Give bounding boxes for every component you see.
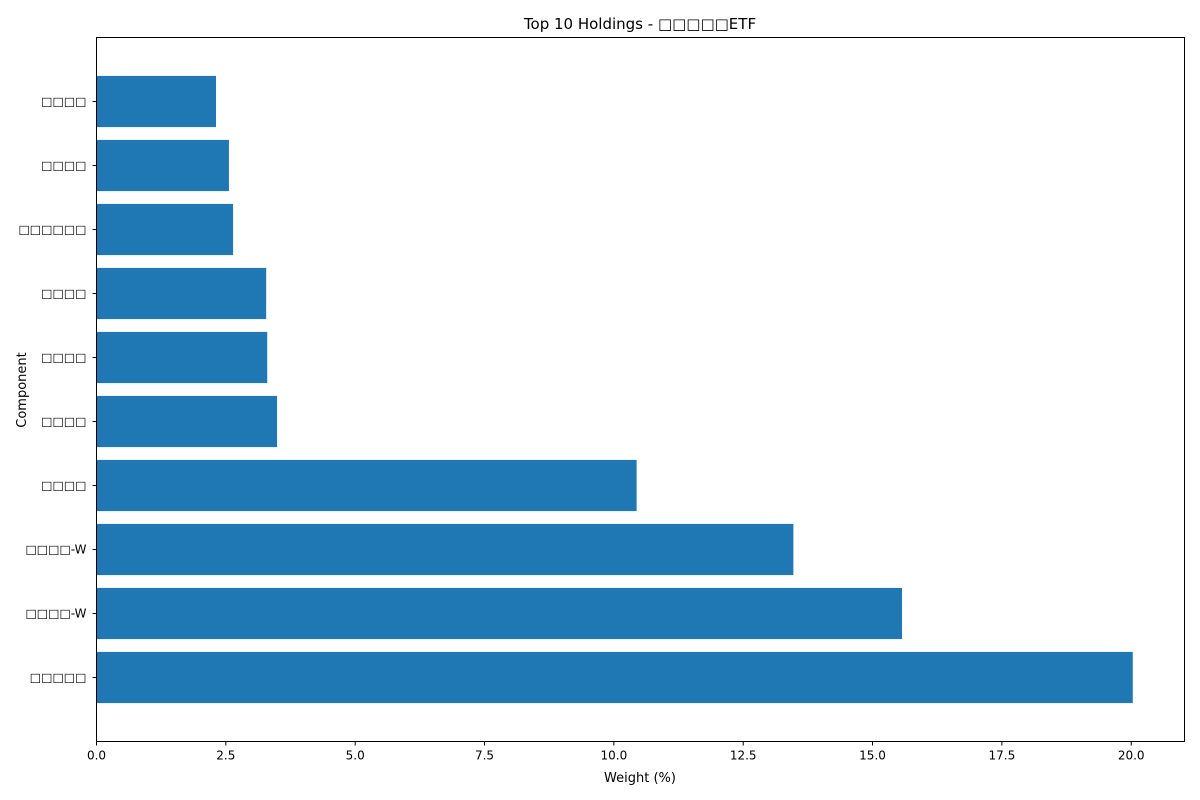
chart-title: Top 10 Holdings - □□□□□ETF bbox=[523, 15, 756, 33]
x-tick-label: 7.5 bbox=[475, 749, 494, 763]
y-tick-label: □□□□ bbox=[41, 95, 86, 109]
bars-group bbox=[96, 75, 1133, 704]
x-tick-label: 15.0 bbox=[859, 749, 886, 763]
bar bbox=[96, 651, 1133, 704]
y-tick-label: □□□□ bbox=[41, 159, 86, 173]
bar bbox=[96, 75, 217, 128]
y-tick-label: □□□□ bbox=[41, 351, 86, 365]
x-tick-label: 2.5 bbox=[216, 749, 235, 763]
bar bbox=[96, 523, 794, 576]
x-tick-label: 20.0 bbox=[1118, 749, 1145, 763]
x-tick-label: 0.0 bbox=[87, 749, 106, 763]
x-axis-label: Weight (%) bbox=[604, 771, 676, 786]
bar bbox=[96, 587, 903, 640]
y-axis-ticks: □□□□□□□□□-W□□□□-W□□□□□□□□□□□□□□□□□□□□□□□… bbox=[18, 95, 97, 685]
y-tick-label: □□□□ bbox=[41, 287, 86, 301]
y-tick-label: □□□□□□ bbox=[18, 223, 86, 237]
y-tick-label: □□□□-W bbox=[25, 607, 86, 621]
bar bbox=[96, 203, 234, 256]
bar bbox=[96, 139, 229, 192]
x-tick-label: 17.5 bbox=[989, 749, 1016, 763]
y-axis-label: Component bbox=[15, 352, 30, 427]
bar bbox=[96, 395, 278, 448]
plot-frame bbox=[96, 37, 1185, 742]
y-tick-label: □□□□ bbox=[41, 479, 86, 493]
x-tick-label: 5.0 bbox=[346, 749, 365, 763]
x-tick-label: 10.0 bbox=[600, 749, 627, 763]
bar bbox=[96, 331, 268, 384]
bar bbox=[96, 267, 267, 320]
x-axis-ticks: 0.0 2.5 5.0 7.5 10.0 12.5 15.0 17.5 20.0 bbox=[87, 741, 1145, 763]
bar bbox=[96, 459, 637, 512]
y-tick-label: □□□□□ bbox=[30, 671, 87, 685]
y-tick-label: □□□□-W bbox=[25, 543, 86, 557]
x-tick-label: 12.5 bbox=[730, 749, 757, 763]
y-tick-label: □□□□ bbox=[41, 415, 86, 429]
